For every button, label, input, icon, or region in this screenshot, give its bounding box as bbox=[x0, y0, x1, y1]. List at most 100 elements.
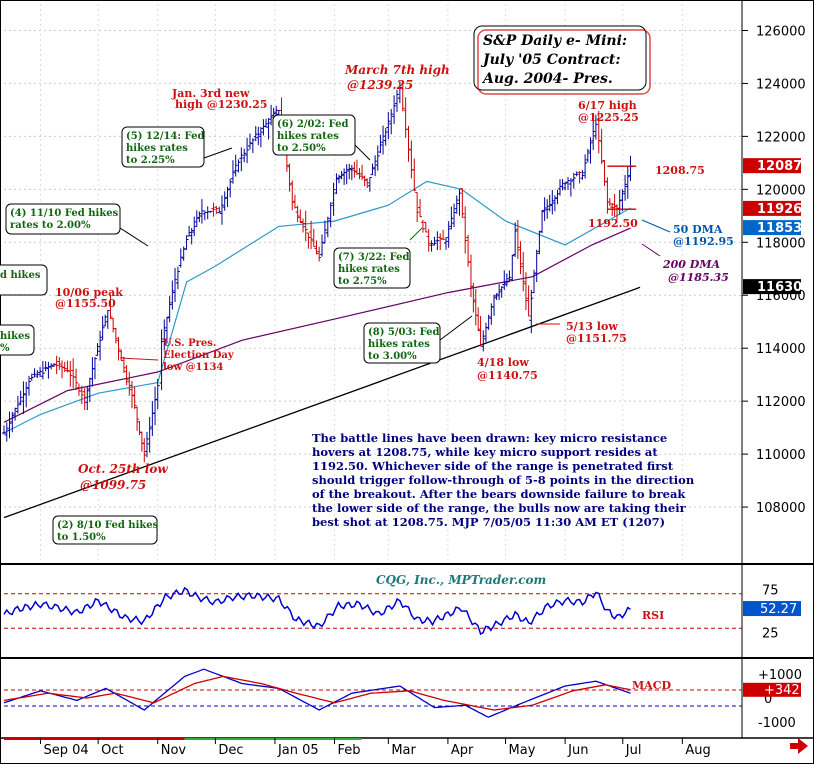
ann-apr18-l1: 4/18 low bbox=[477, 356, 529, 369]
ann-fed6-l1: (6) 2/02: Fed bbox=[277, 119, 349, 130]
date-tick-label: Dec bbox=[218, 743, 243, 758]
ann-election-l3: low @1134 bbox=[163, 362, 223, 373]
ann-dma50-l2: @1192.95 bbox=[673, 235, 734, 248]
annotations: Jan. 3rd new high @1230.25 March 7th hig… bbox=[0, 63, 734, 545]
support-trendline bbox=[3, 286, 641, 519]
commentary-line-7: best shot at 1208.75. MJP 7/05/05 11:30 … bbox=[312, 515, 665, 529]
price-label-text: 118535 bbox=[757, 221, 811, 236]
commentary-line-2: hovers at 1208.75, while key micro suppo… bbox=[312, 445, 658, 459]
ann-oct25-l2: @1099.75 bbox=[80, 478, 146, 492]
price-label-text: 116307 bbox=[757, 280, 811, 295]
date-axis-band bbox=[4, 738, 185, 740]
date-tick-label: Oct bbox=[101, 743, 123, 758]
ann-jun17-l2: @1225.25 bbox=[578, 111, 639, 124]
chart-title-box: S&P Daily e- Mini: July '05 Contract: Au… bbox=[473, 25, 651, 95]
title-line-2: July '05 Contract: bbox=[480, 52, 621, 68]
macd-tick-label: 0 bbox=[764, 692, 772, 707]
ann-fed4-l1: (4) 11/10 Fed hikes bbox=[10, 208, 119, 219]
ann-fed5-l1: (5) 12/14: Fed bbox=[126, 131, 204, 142]
title-line-3: Aug. 2004- Pres. bbox=[481, 71, 613, 87]
ann-election-l1: U.S. Pres. bbox=[163, 338, 216, 349]
price-tick-label: 108000 bbox=[756, 501, 806, 516]
date-tick-label: May bbox=[509, 743, 536, 758]
price-label-box bbox=[743, 220, 801, 236]
ann-fed5-l3: to 2.25% bbox=[126, 155, 175, 166]
commentary-line-4: should trigger follow-through of 5-8 poi… bbox=[312, 473, 695, 487]
title-line-1: S&P Daily e- Mini: bbox=[483, 33, 627, 49]
ann-may13-l2: @1151.75 bbox=[566, 332, 627, 345]
price-axis: 1260001240001220001200001180001160001140… bbox=[742, 24, 811, 516]
macd-label: MACD bbox=[632, 679, 671, 692]
trendline bbox=[3, 286, 641, 519]
ann-may13-l1: 5/13 low bbox=[566, 320, 618, 333]
macd-value-text: +342 bbox=[764, 683, 800, 698]
price-tick-label: 112000 bbox=[756, 395, 806, 410]
rsi-tick-label: 75 bbox=[762, 584, 779, 599]
price-tick-label: 122000 bbox=[756, 130, 806, 145]
price-tick-label: 126000 bbox=[756, 24, 806, 39]
date-tick-label: Apr bbox=[451, 743, 474, 758]
commentary: The battle lines have been drawn: key mi… bbox=[312, 431, 695, 529]
price-bars bbox=[2, 81, 633, 463]
ann-fed2-l1: (2) 8/10 Fed hikes bbox=[57, 520, 159, 531]
ann-jan3-l1: Jan. 3rd new bbox=[171, 87, 250, 100]
price-label-text: 119261 bbox=[757, 202, 811, 217]
commentary-line-6: the lower side of the range, the bulls n… bbox=[312, 501, 687, 515]
ann-mar7-l2: @1239.25 bbox=[347, 78, 413, 92]
ann-support: 1192.50 bbox=[588, 217, 638, 230]
date-tick-label: Mar bbox=[391, 743, 416, 758]
date-axis-band bbox=[184, 738, 362, 740]
commentary-line-3: 1192.50. Whichever side of the range is … bbox=[312, 459, 674, 473]
ann-fed2p-l2: % bbox=[0, 343, 10, 354]
date-tick-label: Aug bbox=[685, 743, 710, 758]
commentary-line-5: of the breakout. After the bears downsid… bbox=[312, 487, 686, 501]
ann-fed2-l2: to 1.50% bbox=[57, 532, 106, 543]
date-tick-label: Jan 05 bbox=[277, 743, 319, 758]
price-label-text: 120875 bbox=[757, 159, 811, 174]
date-tick-label: Jun bbox=[567, 743, 588, 758]
date-tick-label: Sep 04 bbox=[44, 743, 89, 758]
support-resistance-levels bbox=[607, 165, 637, 210]
price-tick-label: 110000 bbox=[756, 448, 806, 463]
ann-dma200-l1: 200 DMA bbox=[662, 258, 721, 271]
macd-tick-label: +1000 bbox=[758, 668, 802, 683]
price-label-box bbox=[743, 158, 801, 174]
ann-oct25-l1: Oct. 25th low bbox=[78, 462, 168, 476]
date-axis: Sep 04 Oct Nov Dec Jan 05 Feb Mar Apr May Jun Jul A… bbox=[4, 738, 711, 758]
rsi-tick-label: 25 bbox=[762, 627, 779, 642]
ann-oct6-l1: 10/06 peak bbox=[55, 286, 123, 299]
scroll-right-arrow-icon[interactable] bbox=[790, 738, 808, 754]
ann-jun17-l1: 6/17 high bbox=[578, 99, 637, 112]
ann-fed4-l2: rates to 2.00% bbox=[10, 220, 91, 231]
date-tick-label: Jul bbox=[625, 743, 642, 758]
dma50-line bbox=[3, 180, 631, 434]
price-tick-label: 114000 bbox=[756, 342, 806, 357]
ann-oct6-l2: @1155.50 bbox=[55, 297, 116, 310]
ann-mar7-l1: March 7th high bbox=[344, 63, 450, 77]
ann-fed7-l2: hikes rates bbox=[338, 264, 400, 275]
price-tick-label: 118000 bbox=[756, 236, 806, 251]
macd-macd-line bbox=[3, 668, 631, 718]
commentary-line-1: The battle lines have been drawn: key mi… bbox=[312, 431, 667, 445]
rsi-value-box bbox=[743, 601, 801, 617]
ann-fed6-l3: to 2.50% bbox=[277, 143, 326, 154]
date-tick-label: Nov bbox=[161, 743, 187, 758]
price-label-box bbox=[743, 200, 801, 216]
ann-resistance: 1208.75 bbox=[655, 164, 705, 177]
price-tick-label: 124000 bbox=[756, 77, 806, 92]
macd-tick-label: -1000 bbox=[758, 716, 796, 731]
rsi-label: RSI bbox=[642, 609, 664, 622]
ann-dma50-l1: 50 DMA bbox=[673, 223, 723, 236]
price-label-box bbox=[743, 279, 801, 295]
ann-fed6-l2: hikes rates bbox=[277, 131, 339, 142]
moving-averages bbox=[3, 180, 631, 434]
macd-signal-line bbox=[3, 675, 631, 711]
ann-election-l2: Election Day bbox=[163, 350, 235, 361]
cqg-credit: CQG, Inc., MPTrader.com bbox=[376, 573, 546, 587]
ann-fed5-l2: hikes rates bbox=[126, 143, 188, 154]
price-tick-label: 120000 bbox=[756, 183, 806, 198]
ann-apr18-l2: @1140.75 bbox=[477, 369, 538, 382]
ann-fed8-l2: hikes rates bbox=[368, 339, 430, 350]
